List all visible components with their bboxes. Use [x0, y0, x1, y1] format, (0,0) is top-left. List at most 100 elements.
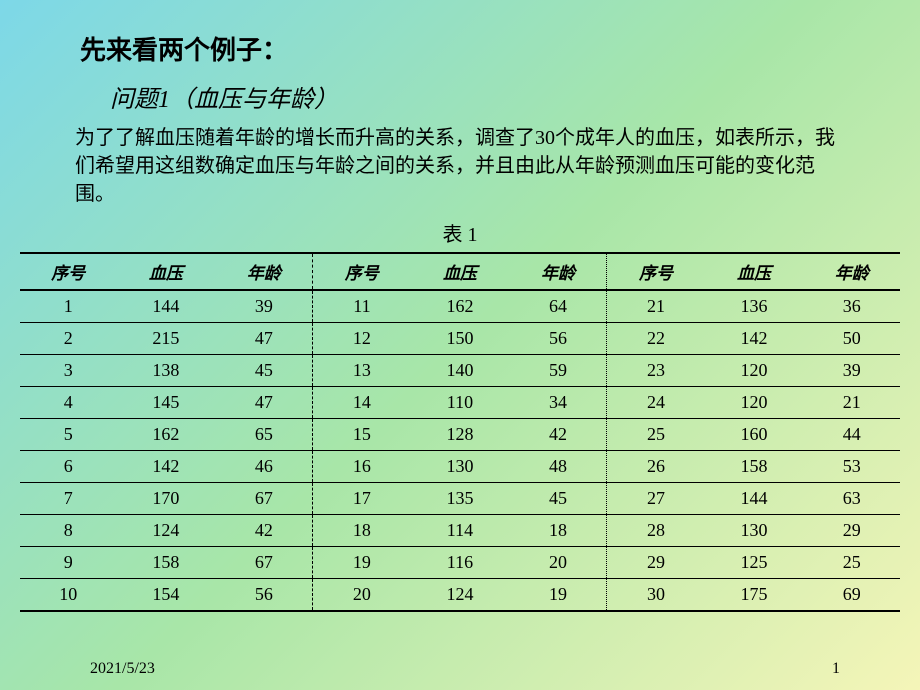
table-cell: 4	[20, 387, 117, 419]
table-cell: 14	[313, 387, 411, 419]
footer-page: 1	[832, 660, 840, 678]
table-cell: 25	[607, 419, 705, 451]
table-cell: 124	[117, 515, 215, 547]
table-cell: 154	[117, 579, 215, 612]
table-cell: 136	[705, 290, 803, 323]
table-cell: 19	[313, 547, 411, 579]
table-cell: 11	[313, 290, 411, 323]
table-cell: 21	[803, 387, 900, 419]
table-cell: 21	[607, 290, 705, 323]
table-cell: 39	[215, 290, 313, 323]
table-cell: 36	[803, 290, 900, 323]
table-row: 91586719116202912525	[20, 547, 900, 579]
table-cell: 5	[20, 419, 117, 451]
table-cell: 1	[20, 290, 117, 323]
table-cell: 24	[607, 387, 705, 419]
table-row: 101545620124193017569	[20, 579, 900, 612]
table-cell: 17	[313, 483, 411, 515]
table-cell: 142	[705, 323, 803, 355]
table-row: 81244218114182813029	[20, 515, 900, 547]
table-cell: 56	[215, 579, 313, 612]
description-text: 为了了解血压随着年龄的增长而升高的关系，调查了30个成年人的血压，如表所示，我们…	[75, 124, 845, 208]
table-body: 1144391116264211363622154712150562214250…	[20, 290, 900, 611]
table-cell: 56	[509, 323, 607, 355]
table-cell: 15	[313, 419, 411, 451]
table-cell: 138	[117, 355, 215, 387]
table-cell: 48	[509, 451, 607, 483]
table-cell: 23	[607, 355, 705, 387]
main-title: 先来看两个例子：	[80, 30, 920, 67]
table-cell: 6	[20, 451, 117, 483]
table-cell: 47	[215, 323, 313, 355]
table-cell: 120	[705, 387, 803, 419]
header-bp-1: 血压	[117, 253, 215, 290]
table-cell: 18	[313, 515, 411, 547]
header-age-2: 年龄	[509, 253, 607, 290]
table-row: 11443911162642113636	[20, 290, 900, 323]
table-cell: 50	[803, 323, 900, 355]
table-cell: 135	[411, 483, 509, 515]
table-cell: 29	[607, 547, 705, 579]
table-cell: 42	[509, 419, 607, 451]
table-cell: 20	[509, 547, 607, 579]
table-header-row: 序号 血压 年龄 序号 血压 年龄 序号 血压 年龄	[20, 253, 900, 290]
table-row: 41454714110342412021	[20, 387, 900, 419]
table-cell: 130	[411, 451, 509, 483]
table-cell: 45	[509, 483, 607, 515]
table-cell: 28	[607, 515, 705, 547]
table-cell: 64	[509, 290, 607, 323]
table-cell: 140	[411, 355, 509, 387]
table-cell: 175	[705, 579, 803, 612]
table-cell: 162	[411, 290, 509, 323]
data-table: 序号 血压 年龄 序号 血压 年龄 序号 血压 年龄 1144391116264…	[20, 252, 900, 612]
table-cell: 110	[411, 387, 509, 419]
table-cell: 46	[215, 451, 313, 483]
table-cell: 29	[803, 515, 900, 547]
table-cell: 13	[313, 355, 411, 387]
header-seq-2: 序号	[313, 253, 411, 290]
data-table-container: 序号 血压 年龄 序号 血压 年龄 序号 血压 年龄 1144391116264…	[20, 252, 900, 612]
table-cell: 145	[117, 387, 215, 419]
subtitle: 问题1（血压与年龄）	[110, 79, 920, 114]
table-cell: 128	[411, 419, 509, 451]
header-seq-3: 序号	[607, 253, 705, 290]
table-cell: 2	[20, 323, 117, 355]
table-cell: 162	[117, 419, 215, 451]
header-age-1: 年龄	[215, 253, 313, 290]
table-cell: 34	[509, 387, 607, 419]
table-cell: 8	[20, 515, 117, 547]
table-cell: 124	[411, 579, 509, 612]
header-seq-1: 序号	[20, 253, 117, 290]
table-cell: 45	[215, 355, 313, 387]
table-cell: 44	[803, 419, 900, 451]
table-cell: 26	[607, 451, 705, 483]
table-cell: 30	[607, 579, 705, 612]
table-cell: 120	[705, 355, 803, 387]
table-cell: 42	[215, 515, 313, 547]
table-cell: 16	[313, 451, 411, 483]
table-cell: 130	[705, 515, 803, 547]
table-row: 71706717135452714463	[20, 483, 900, 515]
table-cell: 12	[313, 323, 411, 355]
table-cell: 7	[20, 483, 117, 515]
table-cell: 19	[509, 579, 607, 612]
table-cell: 3	[20, 355, 117, 387]
table-cell: 116	[411, 547, 509, 579]
table-cell: 150	[411, 323, 509, 355]
table-row: 31384513140592312039	[20, 355, 900, 387]
table-cell: 160	[705, 419, 803, 451]
table-cell: 69	[803, 579, 900, 612]
table-cell: 158	[705, 451, 803, 483]
table-cell: 53	[803, 451, 900, 483]
table-cell: 67	[215, 547, 313, 579]
table-cell: 59	[509, 355, 607, 387]
table-cell: 67	[215, 483, 313, 515]
table-cell: 215	[117, 323, 215, 355]
table-cell: 20	[313, 579, 411, 612]
table-cell: 65	[215, 419, 313, 451]
header-age-3: 年龄	[803, 253, 900, 290]
table-cell: 125	[705, 547, 803, 579]
table-cell: 158	[117, 547, 215, 579]
table-cell: 22	[607, 323, 705, 355]
table-cell: 25	[803, 547, 900, 579]
